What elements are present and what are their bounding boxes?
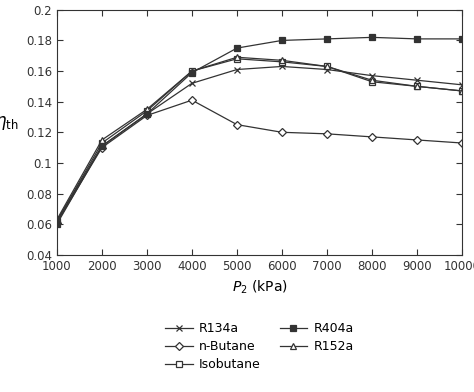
Legend: R134a, n-Butane, Isobutane, R404a, R152a: R134a, n-Butane, Isobutane, R404a, R152a	[160, 317, 359, 376]
X-axis label: $P_2$ (kPa): $P_2$ (kPa)	[232, 278, 287, 296]
Y-axis label: $\eta_{\mathrm{th}}$: $\eta_{\mathrm{th}}$	[0, 114, 18, 132]
